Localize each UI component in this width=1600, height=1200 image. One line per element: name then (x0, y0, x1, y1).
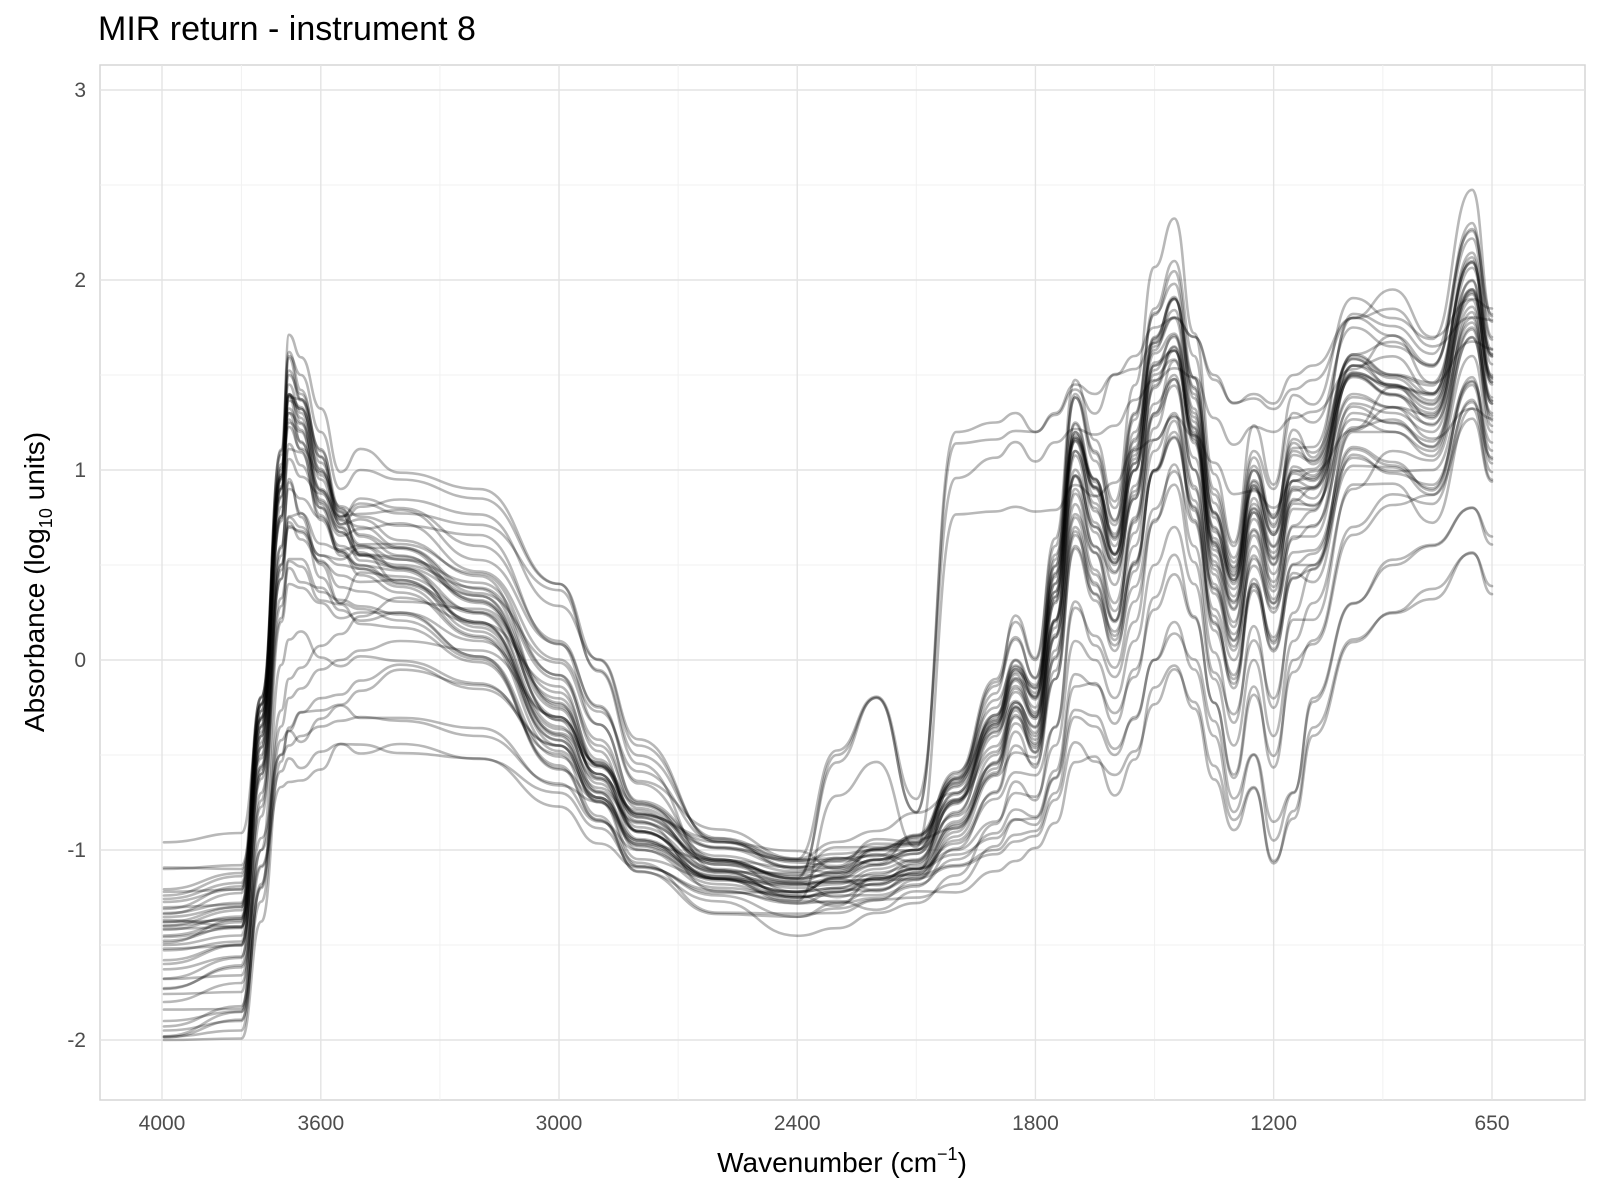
spectrum-line (162, 506, 1494, 1004)
x-tick-label: 650 (1474, 1112, 1509, 1135)
spectrum-line (162, 405, 1494, 950)
y-axis-title-subscript: 10 (36, 508, 56, 528)
y-axis-title-unit: log (19, 528, 50, 565)
x-tick-label: 1200 (1250, 1112, 1297, 1135)
spectrum-line (162, 292, 1494, 916)
y-tick-label: 3 (74, 79, 86, 102)
spectrum-line (162, 288, 1494, 937)
y-tick-label: 2 (74, 269, 86, 292)
spectrum-line (162, 335, 1494, 1023)
x-axis-ticks: 4000 3600 3000 2400 1800 1200 650 (139, 1112, 1510, 1135)
y-axis-title: Absorbance (log10 units) (19, 432, 56, 732)
spectrum-line (162, 407, 1494, 1039)
spectrum-line (162, 334, 1494, 901)
spectrum-line (162, 417, 1494, 1038)
spectrum-line (162, 506, 1494, 981)
x-axis-title-unit: cm (900, 1147, 937, 1178)
spectrum-line (162, 298, 1494, 911)
spectrum-line (162, 310, 1494, 924)
spectrum-line (162, 261, 1494, 919)
y-tick-label: -1 (67, 839, 86, 862)
spectrum-line (162, 383, 1494, 991)
spectrum-line (162, 400, 1494, 878)
spectrum-line (162, 287, 1494, 1038)
spectrum-line (162, 221, 1494, 947)
spectrum-line (162, 291, 1494, 908)
spectrum-line (162, 552, 1494, 990)
spectrum-line (162, 266, 1494, 915)
spectrum-line (162, 288, 1494, 928)
spectrum-line (162, 328, 1494, 962)
spectrum-line (162, 321, 1494, 891)
spectra-lines (162, 188, 1494, 1042)
y-tick-label: -2 (67, 1029, 86, 1052)
grid (100, 65, 1585, 1100)
spectrum-line (162, 379, 1494, 952)
spectrum-line (162, 256, 1494, 945)
spectrum-line (162, 237, 1494, 909)
spectrum-line (162, 551, 1494, 1028)
plot-panel (99, 64, 1586, 1101)
x-axis-title-exponent: −1 (937, 1144, 958, 1164)
spectrum-line (162, 251, 1494, 996)
spectrum-line (162, 336, 1494, 927)
spectrum-line (162, 305, 1494, 904)
x-tick-label: 3600 (297, 1112, 344, 1135)
y-axis-ticks: 3 2 1 0 -1 -2 (67, 79, 86, 1052)
spectrum-line (162, 229, 1494, 930)
spectrum-line (162, 289, 1494, 894)
x-axis-title-main: Wavenumber (717, 1147, 882, 1178)
spectrum-line (162, 259, 1494, 932)
spectrum-line (162, 261, 1494, 860)
x-tick-label: 4000 (139, 1112, 186, 1135)
x-axis-title: Wavenumber (cm−1) (717, 1144, 967, 1178)
y-tick-label: 0 (74, 649, 86, 672)
spectrum-line (162, 375, 1494, 928)
spectrum-line (162, 398, 1494, 1042)
x-tick-label: 3000 (536, 1112, 583, 1135)
chart-title: MIR return - instrument 8 (98, 10, 476, 48)
spectrum-line (162, 326, 1494, 880)
spectrum-line (162, 316, 1494, 966)
spectrum-line (162, 279, 1494, 939)
spectrum-line (162, 380, 1494, 971)
y-tick-label: 1 (74, 459, 86, 482)
y-axis-title-tail: units (19, 441, 50, 500)
spectrum-line (162, 307, 1494, 942)
x-tick-label: 2400 (774, 1112, 821, 1135)
spectrum-line (162, 227, 1494, 1011)
x-tick-label: 1800 (1012, 1112, 1059, 1135)
spectrum-line (162, 278, 1494, 924)
spectrum-line (162, 188, 1494, 980)
spectrum-line (162, 354, 1494, 1032)
y-axis-title-main: Absorbance (19, 583, 50, 732)
